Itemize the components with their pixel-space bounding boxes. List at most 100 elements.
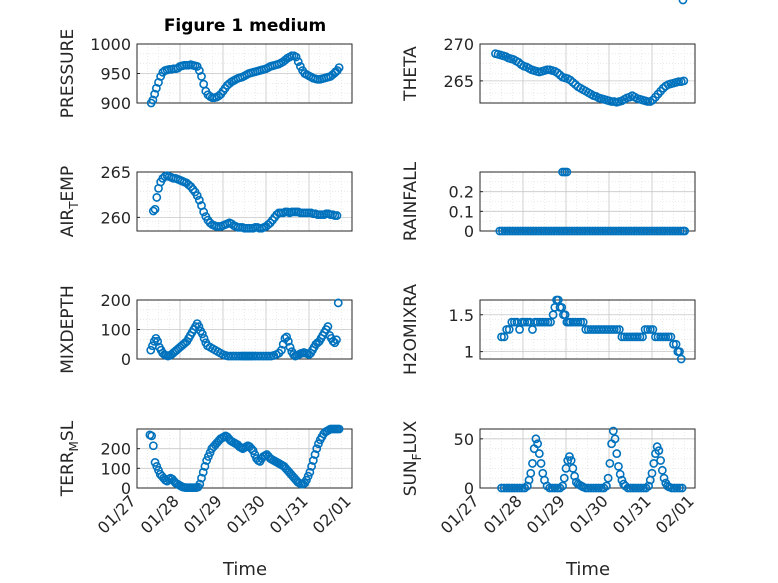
data-point: [504, 325, 514, 334]
ytick-label: 0: [464, 222, 474, 241]
subplot-2: 265 270 THETA: [401, 35, 696, 107]
series-markers: [145, 424, 344, 493]
data-point: [659, 473, 669, 483]
data-point: [522, 481, 532, 491]
data-point: [663, 332, 673, 342]
data-point: [148, 441, 158, 451]
xlabel-left: Time: [222, 559, 267, 580]
ytick-label: 950: [100, 65, 131, 84]
data-point: [638, 332, 647, 342]
data-point: [643, 97, 653, 106]
data-point: [195, 479, 205, 489]
data-point: [648, 325, 658, 334]
data-point: [293, 57, 303, 67]
data-point: [661, 332, 671, 342]
subplot-6: 1 1.5 H2OMIXRA: [401, 0, 696, 375]
data-point: [536, 459, 546, 468]
data-point: [678, 0, 688, 5]
ylabel: SUNFLUX: [401, 420, 424, 496]
data-point: [546, 317, 555, 327]
ytick-label: 100: [100, 321, 131, 340]
ylabel: AIRTEMP: [58, 166, 81, 237]
data-point: [562, 167, 572, 177]
ylabel: H2OMIXRA: [401, 284, 421, 375]
data-point: [608, 426, 618, 436]
series-markers: [146, 51, 344, 108]
data-point: [199, 333, 209, 343]
data-point: [570, 471, 579, 481]
subplot-3: 260 265 AIRTEMP: [58, 163, 353, 237]
data-point: [312, 444, 322, 454]
data-point: [528, 459, 537, 468]
data-point: [526, 468, 536, 478]
data-point: [644, 481, 653, 491]
series-markers: [497, 426, 687, 493]
data-point: [199, 207, 209, 217]
data-point: [515, 483, 524, 493]
data-point: [647, 468, 657, 478]
data-point: [533, 439, 543, 449]
data-point: [332, 211, 342, 220]
data-point: [283, 336, 293, 346]
data-point: [609, 325, 619, 334]
data-point: [576, 317, 586, 327]
data-point: [277, 345, 286, 355]
data-point: [152, 193, 162, 202]
data-point: [323, 322, 333, 331]
data-point: [615, 469, 625, 479]
data-point: [543, 317, 553, 327]
data-point: [200, 461, 210, 471]
data-point: [612, 449, 622, 458]
data-point: [197, 72, 206, 81]
data-point: [197, 329, 207, 339]
data-point: [198, 467, 208, 477]
data-point: [291, 52, 301, 62]
ytick-label: 1000: [90, 35, 131, 54]
subplot-1: 900 950 1000 PRESSURE: [58, 29, 353, 118]
data-point: [605, 459, 615, 468]
xlabel-right: Time: [565, 559, 610, 580]
axes-box: [479, 171, 696, 232]
data-point: [643, 325, 653, 334]
data-point: [614, 461, 623, 471]
data-point: [656, 456, 665, 465]
ytick-label: 0.2: [449, 183, 474, 202]
data-point: [602, 481, 611, 491]
ytick-label: 100: [100, 459, 131, 478]
data-point: [553, 483, 562, 493]
data-point: [649, 459, 659, 468]
data-point: [310, 450, 320, 459]
data-point: [305, 467, 315, 477]
data-point: [150, 204, 160, 214]
data-point: [680, 226, 690, 236]
subplot-5: 0 100 200 MIXDEPTH: [58, 285, 353, 374]
data-point: [520, 317, 530, 327]
data-point: [568, 463, 578, 473]
ytick-label: 50: [454, 430, 474, 449]
series-markers: [146, 298, 343, 361]
series-markers: [491, 49, 689, 107]
data-point: [614, 325, 624, 334]
ytick-label: 1.5: [449, 306, 474, 325]
data-point: [285, 342, 295, 352]
data-point: [672, 483, 682, 493]
data-point: [333, 298, 343, 308]
data-point: [148, 206, 158, 216]
data-point: [502, 325, 512, 334]
data-point: [612, 325, 622, 334]
ylabel: MIXDEPTH: [58, 285, 78, 374]
data-point: [654, 446, 664, 456]
data-point: [636, 483, 646, 493]
data-point: [534, 449, 544, 458]
ylabel: TERRMSL: [58, 420, 81, 497]
data-point: [531, 434, 541, 444]
data-point: [507, 317, 517, 327]
ytick-label: 0: [121, 350, 131, 369]
data-point: [540, 317, 550, 327]
ytick-label: 0: [464, 479, 474, 498]
data-point: [566, 456, 576, 465]
data-point: [147, 431, 157, 441]
data-point: [635, 332, 645, 342]
data-point: [308, 456, 318, 465]
data-point: [184, 180, 193, 190]
